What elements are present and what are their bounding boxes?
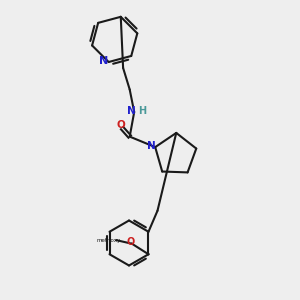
Text: N: N — [128, 106, 136, 116]
Text: O: O — [116, 120, 125, 130]
Text: H: H — [138, 106, 146, 116]
Text: N: N — [99, 56, 108, 66]
Text: methoxy: methoxy — [97, 238, 121, 243]
Text: O: O — [126, 237, 135, 247]
Text: N: N — [147, 141, 156, 151]
